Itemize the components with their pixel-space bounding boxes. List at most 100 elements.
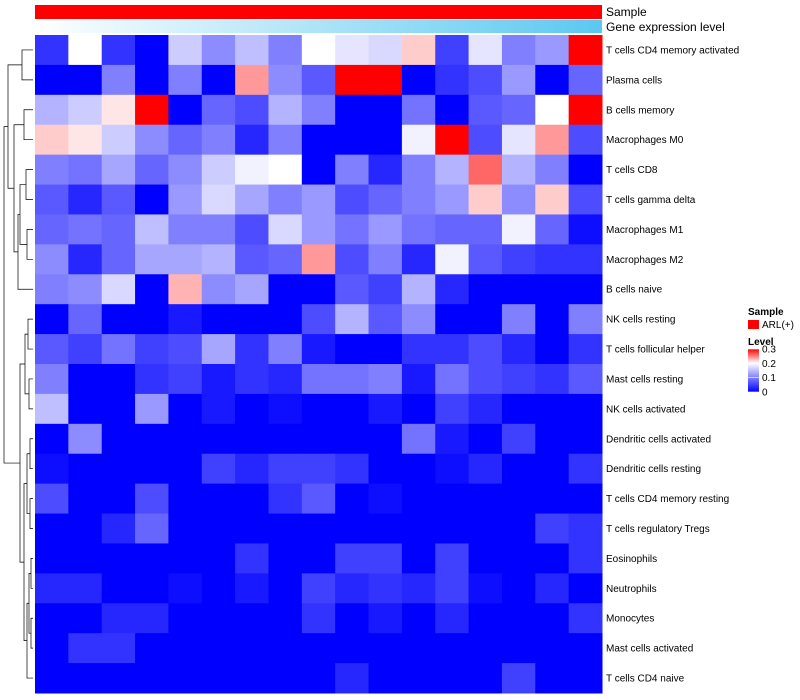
legend-sample-swatch [748, 320, 759, 329]
heatmap-cell [301, 603, 336, 634]
heatmap-cell [435, 423, 470, 455]
heatmap-cell [335, 663, 370, 694]
heatmap-cell [501, 35, 536, 66]
heatmap-cell [135, 274, 169, 305]
heatmap-cell [168, 124, 203, 156]
heatmap-cell [468, 513, 503, 544]
row-label: T cells CD4 memory resting [606, 494, 729, 505]
heatmap-cell [268, 543, 303, 574]
heatmap-cell [435, 214, 470, 245]
heatmap-cell [135, 543, 169, 574]
heatmap-cell [68, 94, 103, 126]
legend-sample-title: Sample [748, 307, 784, 318]
heatmap-cell [368, 573, 403, 604]
heatmap-cell [35, 393, 69, 425]
heatmap-cell [568, 603, 603, 634]
heatmap-cell [68, 35, 103, 66]
heatmap-cell [101, 124, 136, 156]
heatmap-cell [435, 64, 470, 96]
heatmap-cell [201, 94, 236, 126]
heatmap-cell [235, 663, 269, 694]
heatmap-cell [535, 64, 570, 96]
heatmap-cell [201, 274, 236, 305]
heatmap-cell [335, 543, 370, 574]
heatmap-cell [535, 393, 570, 425]
heatmap-cell [368, 334, 403, 365]
dendrogram-branch [30, 558, 33, 589]
heatmap-cell [268, 633, 303, 664]
heatmap-cell [501, 64, 536, 96]
heatmap-cell [335, 304, 370, 335]
heatmap-cell [201, 513, 236, 544]
heatmap-cell [368, 64, 403, 96]
heatmap-cell [201, 244, 236, 275]
heatmap-cell [135, 244, 169, 275]
heatmap-cell [135, 513, 169, 544]
heatmap-cell [501, 603, 536, 634]
dendrogram-branch [23, 109, 33, 141]
heatmap-cell [401, 513, 436, 544]
row-label: Macrophages M2 [606, 255, 684, 266]
heatmap-cell [301, 633, 336, 664]
heatmap-cell [368, 364, 403, 395]
heatmap-cell [268, 274, 303, 305]
heatmap-cell [501, 453, 536, 485]
heatmap-cell [368, 543, 403, 574]
heatmap-cell [135, 304, 169, 335]
heatmap-cell [301, 453, 336, 485]
heatmap-cell [268, 124, 303, 156]
heatmap-cell [468, 603, 503, 634]
heatmap-cell [68, 244, 103, 275]
heatmap-cell [301, 393, 336, 425]
dendrogram-branch [29, 438, 33, 470]
heatmap-cell [101, 274, 136, 305]
heatmap-cell [168, 64, 203, 96]
heatmap-cell [368, 94, 403, 126]
annotation-label-sample: Sample [606, 5, 647, 19]
heatmap-cell [501, 364, 536, 395]
dendrogram-branch [13, 124, 24, 253]
heatmap-cell [535, 513, 570, 544]
heatmap-cell [268, 214, 303, 245]
heatmap-cell [468, 154, 503, 186]
heatmap-cell [401, 214, 436, 245]
heatmap-cell [268, 663, 303, 694]
heatmap-cell [568, 334, 603, 365]
heatmap-cell [301, 483, 336, 515]
heatmap-cell [501, 244, 536, 275]
heatmap-cell [235, 214, 269, 245]
heatmap-cell [568, 633, 603, 664]
heatmap-cell [435, 393, 470, 425]
legend-level-tick-label: 0.1 [762, 373, 776, 384]
heatmap-cell [368, 483, 403, 515]
heatmap-cell [368, 453, 403, 485]
heatmap-cell [535, 244, 570, 275]
heatmap-cell [301, 274, 336, 305]
heatmap-cell [568, 364, 603, 395]
row-label: Macrophages M1 [606, 225, 684, 236]
heatmap-cell [235, 483, 269, 515]
heatmap-cell [501, 483, 536, 515]
legend-level-gradient [748, 349, 759, 392]
heatmap-cell [301, 334, 336, 365]
heatmap-cell [368, 663, 403, 694]
heatmap-cell [368, 603, 403, 634]
heatmap-cell [535, 573, 570, 604]
heatmap-cell [368, 274, 403, 305]
heatmap-cell [68, 483, 103, 515]
heatmap-cell [568, 483, 603, 515]
heatmap-cell [68, 124, 103, 156]
heatmap-cell [335, 154, 370, 186]
row-label: Neutrophils [606, 584, 657, 595]
heatmap-cell [235, 573, 269, 604]
heatmap-cell [101, 423, 136, 455]
heatmap-cell [68, 214, 103, 245]
heatmap-cell [535, 304, 570, 335]
heatmap-cell [468, 35, 503, 66]
heatmap-cell [501, 184, 536, 215]
heatmap-cell [535, 633, 570, 664]
dendrogram-branch [29, 498, 33, 529]
heatmap-cell [501, 94, 536, 126]
dendrogram-branch [25, 169, 33, 200]
heatmap-cell [301, 64, 336, 96]
